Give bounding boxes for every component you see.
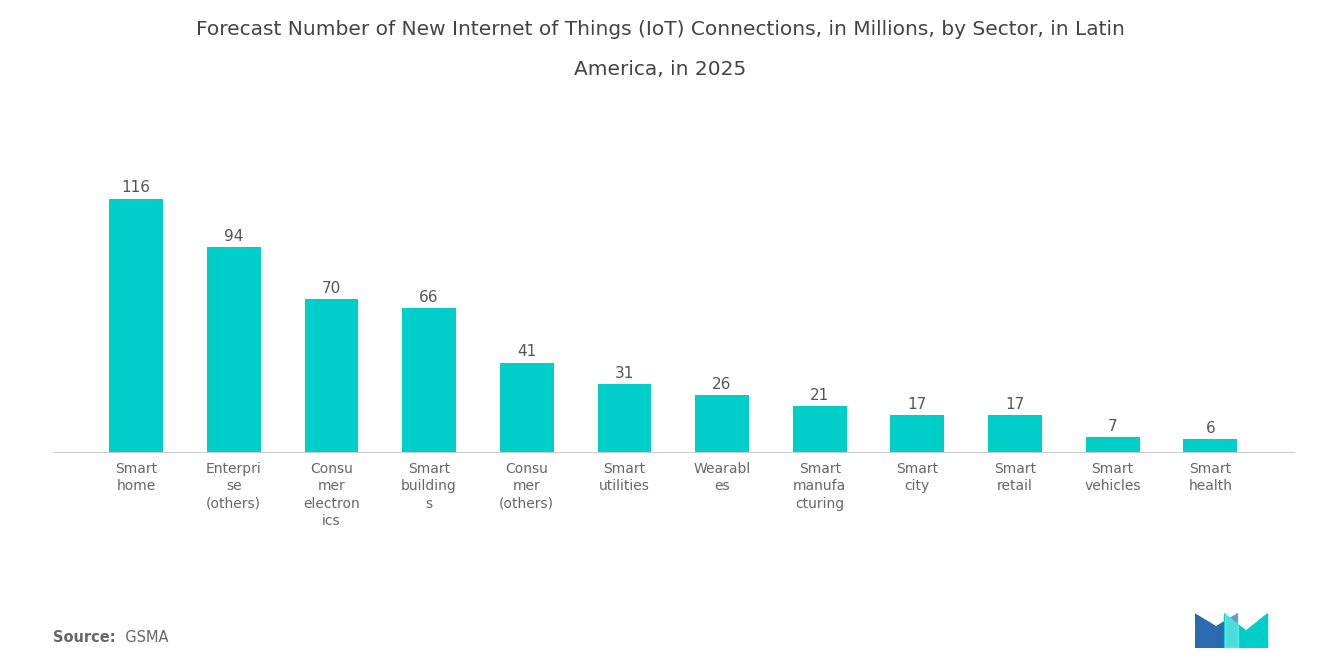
Text: 31: 31 [615,366,634,381]
Text: Source:: Source: [53,630,115,645]
Bar [1086,437,1139,452]
Text: 17: 17 [1006,397,1024,412]
Bar [207,247,260,452]
Polygon shape [1225,614,1238,648]
Text: 21: 21 [810,388,829,403]
Polygon shape [1225,614,1267,648]
Bar [793,406,846,452]
Bar [598,384,651,452]
Text: 41: 41 [517,344,536,359]
Bar [500,362,553,452]
Bar [1184,439,1237,452]
Text: GSMA: GSMA [116,630,169,645]
Text: 17: 17 [908,397,927,412]
Bar [891,415,944,452]
Text: Forecast Number of New Internet of Things (IoT) Connections, in Millions, by Sec: Forecast Number of New Internet of Thing… [195,20,1125,39]
Text: 94: 94 [224,229,243,243]
Text: 66: 66 [420,290,438,305]
Text: America, in 2025: America, in 2025 [574,60,746,79]
Bar [110,199,162,452]
Text: 116: 116 [121,180,150,196]
Text: 70: 70 [322,281,341,296]
Polygon shape [1195,614,1238,648]
Text: 7: 7 [1107,419,1118,434]
Text: 26: 26 [713,377,731,392]
Bar [989,415,1041,452]
Bar [403,308,455,452]
Bar [696,396,748,452]
Bar [305,299,358,452]
Text: 6: 6 [1205,421,1216,436]
